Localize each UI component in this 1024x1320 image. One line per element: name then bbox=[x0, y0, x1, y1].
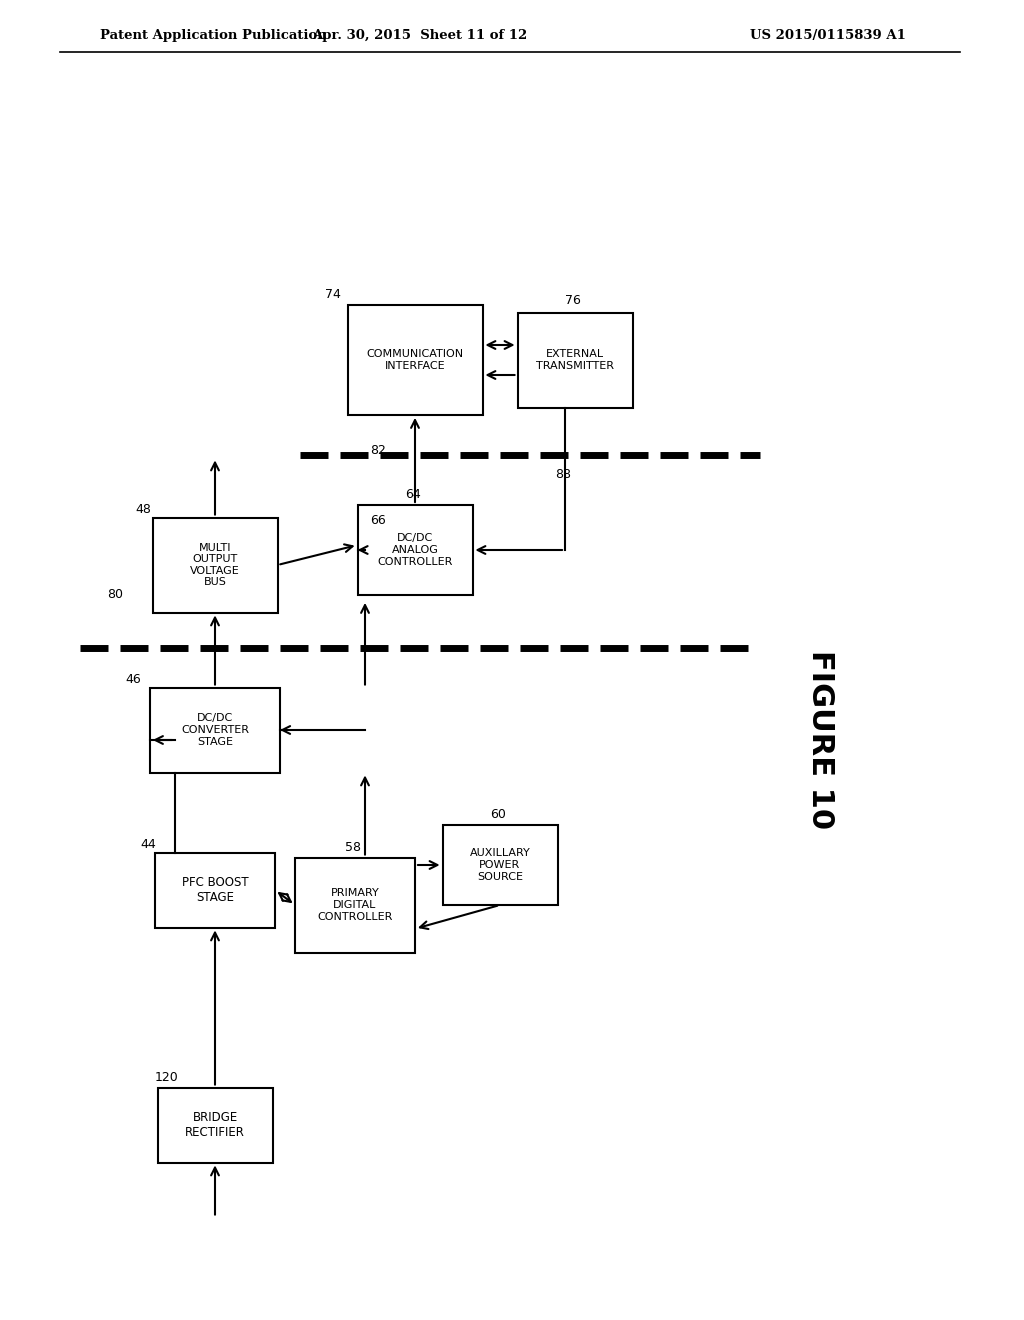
Bar bbox=[442, 825, 557, 906]
Text: COMMUNICATION
INTERFACE: COMMUNICATION INTERFACE bbox=[367, 350, 464, 371]
Text: 46: 46 bbox=[125, 673, 140, 686]
Text: MULTI
OUTPUT
VOLTAGE
BUS: MULTI OUTPUT VOLTAGE BUS bbox=[190, 543, 240, 587]
Text: 76: 76 bbox=[565, 294, 581, 308]
Bar bbox=[155, 853, 275, 928]
Text: PRIMARY
DIGITAL
CONTROLLER: PRIMARY DIGITAL CONTROLLER bbox=[317, 888, 392, 921]
Text: BRIDGE
RECTIFIER: BRIDGE RECTIFIER bbox=[185, 1111, 245, 1139]
Text: Patent Application Publication: Patent Application Publication bbox=[100, 29, 327, 41]
Text: FIGURE 10: FIGURE 10 bbox=[806, 651, 835, 829]
Text: 48: 48 bbox=[135, 503, 151, 516]
Bar bbox=[517, 313, 633, 408]
Bar bbox=[150, 688, 280, 772]
Text: DC/DC
CONVERTER
STAGE: DC/DC CONVERTER STAGE bbox=[181, 713, 249, 747]
Bar bbox=[153, 517, 278, 612]
Text: 66: 66 bbox=[370, 513, 386, 527]
Text: PFC BOOST
STAGE: PFC BOOST STAGE bbox=[181, 876, 248, 904]
Text: US 2015/0115839 A1: US 2015/0115839 A1 bbox=[750, 29, 906, 41]
Text: 44: 44 bbox=[140, 838, 156, 851]
Text: 80: 80 bbox=[108, 589, 124, 602]
Text: Apr. 30, 2015  Sheet 11 of 12: Apr. 30, 2015 Sheet 11 of 12 bbox=[312, 29, 527, 41]
Text: DC/DC
ANALOG
CONTROLLER: DC/DC ANALOG CONTROLLER bbox=[377, 533, 453, 566]
Text: AUXILLARY
POWER
SOURCE: AUXILLARY POWER SOURCE bbox=[470, 849, 530, 882]
Text: EXTERNAL
TRANSMITTER: EXTERNAL TRANSMITTER bbox=[536, 350, 614, 371]
Bar bbox=[347, 305, 482, 414]
Bar bbox=[357, 506, 472, 595]
Bar bbox=[295, 858, 415, 953]
Text: 64: 64 bbox=[406, 488, 421, 502]
Bar bbox=[158, 1088, 272, 1163]
Text: 88: 88 bbox=[555, 469, 571, 482]
Text: 60: 60 bbox=[490, 808, 506, 821]
Text: 82: 82 bbox=[370, 444, 386, 457]
Text: 74: 74 bbox=[325, 289, 341, 301]
Text: 120: 120 bbox=[155, 1071, 179, 1084]
Text: 58: 58 bbox=[345, 841, 361, 854]
